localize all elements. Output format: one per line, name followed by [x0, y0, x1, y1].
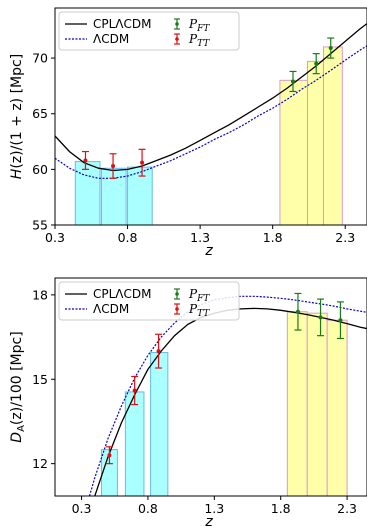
x-tick-label: 0.3 [72, 501, 92, 516]
y-tick-label: 18 [32, 287, 48, 302]
legend-label: PTT [188, 302, 210, 319]
lcdm-curve [88, 295, 367, 496]
panel-1: 0.3 0.8 1.3 1.8 2.3 55 60 65 70 z H(z)/(1 + z) [Mp… [9, 7, 367, 259]
x-tick-label: 0.3 [45, 230, 65, 245]
legend-marker [175, 22, 179, 26]
legend-label: CPLΛCDM [93, 17, 151, 31]
y-label-part: (z)/100 [Mpc] [9, 331, 25, 425]
legend-label-main: P [188, 287, 198, 301]
x-tick-label: 0.8 [118, 230, 138, 245]
data-marker [140, 160, 145, 165]
y-label-sub: A [16, 425, 27, 432]
data-marker [156, 349, 161, 354]
legend-label: PTT [188, 32, 210, 49]
data-marker [107, 453, 112, 458]
ptt-point-3 [138, 148, 146, 177]
panel-2: 0.3 0.8 1.3 1.8 2.3 12 15 18 z DA(z)/100 [Mpc] CPL… [9, 277, 367, 527]
legend-label: PFT [188, 17, 210, 34]
pft-point-1 [289, 70, 297, 93]
x-axis-label: z [204, 514, 213, 527]
pft-point-2 [312, 53, 320, 75]
data-marker [111, 164, 116, 169]
legend-label-main: P [188, 17, 198, 31]
legend-marker [175, 37, 179, 41]
axes-frame [54, 277, 367, 497]
low-z-bar-3 [127, 166, 153, 225]
y-axis-label: H(z)/(1 + z) [Mpc] [9, 54, 25, 179]
x-axis-label: z [204, 243, 213, 259]
x-tick-label: 2.3 [335, 230, 355, 245]
plot-area [55, 23, 367, 225]
low-z-bar-2 [100, 167, 127, 225]
legend-label-main: P [188, 302, 198, 316]
cpl-lcdm-curve [55, 23, 367, 172]
y-tick-label: 70 [32, 51, 48, 66]
high-z-bar-1 [279, 79, 309, 225]
legend-box [58, 11, 240, 51]
high-z-bar-1 [286, 311, 308, 496]
data-marker [328, 46, 333, 51]
high-z-bar-2 [307, 60, 324, 225]
ptt-point-1 [81, 150, 89, 170]
legend-label-main: P [188, 32, 198, 46]
y-label-part: D [9, 432, 25, 443]
x-tick-label: 1.8 [271, 501, 291, 516]
high-z-bar-3 [326, 319, 348, 496]
ptt-point-2 [109, 153, 117, 179]
ptt-point-3 [155, 333, 163, 369]
low-z-bar-1 [74, 161, 101, 225]
legend-marker [175, 307, 179, 311]
x-tick-label: 1.3 [190, 230, 210, 245]
pft-point-1 [294, 292, 302, 331]
pft-point-2 [317, 298, 325, 337]
legend-label: CPLΛCDM [93, 287, 151, 301]
data-marker [83, 158, 88, 163]
y-tick-label: 60 [32, 162, 48, 177]
low-z-bar-3 [150, 352, 169, 496]
legend-label-sub: TT [197, 309, 210, 319]
y-tick-label: 12 [32, 456, 48, 471]
x-tick-label: 1.3 [204, 501, 224, 516]
pft-point-3 [327, 37, 335, 59]
legend-label-sub: TT [197, 39, 210, 49]
legend-marker [175, 292, 179, 296]
x-tick-label: 1.8 [263, 230, 283, 245]
y-label-part: (z)/(1 + z) [Mpc] [9, 54, 25, 169]
lcdm-curve [55, 45, 367, 179]
x-tick-label: 0.8 [138, 501, 158, 516]
data-marker [295, 309, 300, 314]
legend-label-sub: FT [196, 24, 210, 34]
legend-box [58, 281, 240, 321]
data-marker [318, 315, 323, 320]
ptt-point-1 [105, 446, 113, 465]
y-tick-label: 15 [32, 372, 48, 387]
data-marker [132, 388, 137, 393]
high-z-bar-3 [322, 46, 343, 225]
data-marker [314, 61, 319, 66]
pft-point-3 [336, 301, 344, 340]
plot-area [88, 292, 367, 496]
legend-label: PFT [188, 287, 210, 304]
legend-label: ΛCDM [93, 302, 129, 316]
y-label-part: H [9, 168, 25, 179]
y-tick-label: 65 [32, 106, 48, 121]
data-marker [290, 79, 295, 84]
high-z-bar-2 [306, 312, 328, 496]
ptt-point-2 [131, 375, 139, 406]
legend-label-sub: FT [196, 294, 210, 304]
x-tick-label: 2.3 [337, 501, 357, 516]
legend-label: ΛCDM [93, 32, 129, 46]
y-axis-label: DA(z)/100 [Mpc] [9, 331, 27, 442]
axes-frame [54, 7, 367, 226]
y-tick-label: 55 [32, 218, 48, 233]
data-marker [338, 318, 343, 323]
